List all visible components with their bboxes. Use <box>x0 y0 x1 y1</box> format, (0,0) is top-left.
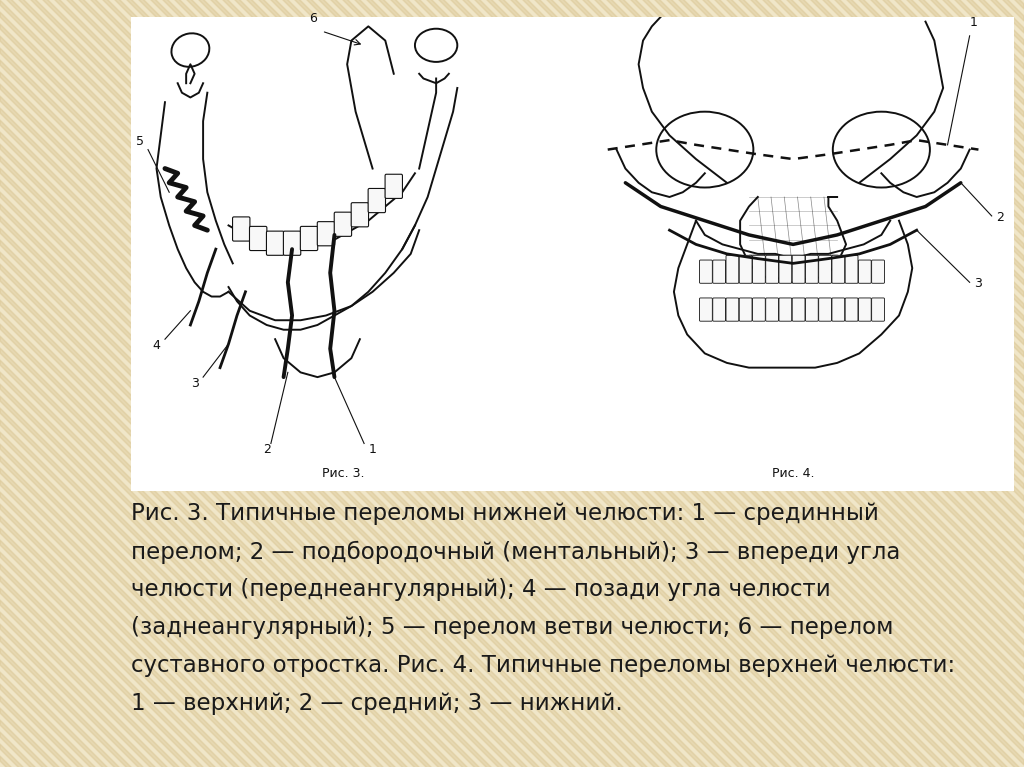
FancyBboxPatch shape <box>858 298 871 321</box>
FancyBboxPatch shape <box>368 189 385 212</box>
FancyBboxPatch shape <box>831 255 845 283</box>
FancyBboxPatch shape <box>713 298 726 321</box>
FancyBboxPatch shape <box>845 255 858 283</box>
FancyBboxPatch shape <box>284 231 301 255</box>
Text: 1: 1 <box>970 16 978 29</box>
FancyBboxPatch shape <box>818 298 831 321</box>
FancyBboxPatch shape <box>845 298 858 321</box>
FancyBboxPatch shape <box>317 222 335 245</box>
FancyBboxPatch shape <box>871 298 885 321</box>
Text: Рис. 3. Типичные переломы нижней челюсти: 1 — срединный: Рис. 3. Типичные переломы нижней челюсти… <box>131 502 879 525</box>
FancyBboxPatch shape <box>766 255 778 283</box>
FancyBboxPatch shape <box>806 298 818 321</box>
FancyBboxPatch shape <box>779 298 792 321</box>
Text: перелом; 2 — подбородочный (ментальный); 3 — впереди угла: перелом; 2 — подбородочный (ментальный);… <box>131 541 900 564</box>
FancyBboxPatch shape <box>266 231 284 255</box>
FancyBboxPatch shape <box>739 255 752 283</box>
Bar <box>131 17 1014 491</box>
FancyBboxPatch shape <box>871 260 885 283</box>
FancyBboxPatch shape <box>726 255 738 283</box>
FancyBboxPatch shape <box>739 298 752 321</box>
Text: 4: 4 <box>153 339 161 352</box>
FancyBboxPatch shape <box>232 217 250 241</box>
Text: 5: 5 <box>135 135 143 148</box>
FancyBboxPatch shape <box>766 298 778 321</box>
FancyBboxPatch shape <box>806 255 818 283</box>
Text: 3: 3 <box>975 277 982 290</box>
FancyBboxPatch shape <box>250 226 267 251</box>
FancyBboxPatch shape <box>713 260 726 283</box>
FancyBboxPatch shape <box>831 298 845 321</box>
Text: 6: 6 <box>309 12 317 25</box>
Text: Рис. 4.: Рис. 4. <box>772 466 814 479</box>
FancyBboxPatch shape <box>858 260 871 283</box>
FancyBboxPatch shape <box>779 255 792 283</box>
FancyBboxPatch shape <box>753 298 765 321</box>
Text: 1 — верхний; 2 — средний; 3 — нижний.: 1 — верхний; 2 — средний; 3 — нижний. <box>131 693 623 716</box>
Text: Рис. 3.: Рис. 3. <box>322 466 365 479</box>
Text: 2: 2 <box>996 211 1005 224</box>
Text: 3: 3 <box>190 377 199 390</box>
Text: челюсти (переднеангулярный); 4 — позади угла челюсти: челюсти (переднеангулярный); 4 — позади … <box>131 578 830 601</box>
FancyBboxPatch shape <box>300 226 317 251</box>
FancyBboxPatch shape <box>699 298 713 321</box>
Text: (заднеангулярный); 5 — перелом ветви челюсти; 6 — перелом: (заднеангулярный); 5 — перелом ветви чел… <box>131 617 894 640</box>
FancyBboxPatch shape <box>793 255 805 283</box>
FancyBboxPatch shape <box>699 260 713 283</box>
Text: 1: 1 <box>369 443 377 456</box>
FancyBboxPatch shape <box>818 255 831 283</box>
FancyBboxPatch shape <box>793 298 805 321</box>
FancyBboxPatch shape <box>753 255 765 283</box>
Text: 2: 2 <box>263 443 270 456</box>
Text: суставного отростка. Рис. 4. Типичные переломы верхней челюсти:: суставного отростка. Рис. 4. Типичные пе… <box>131 654 955 677</box>
FancyBboxPatch shape <box>726 298 738 321</box>
FancyBboxPatch shape <box>334 212 351 236</box>
FancyBboxPatch shape <box>351 202 369 227</box>
FancyBboxPatch shape <box>385 174 402 199</box>
